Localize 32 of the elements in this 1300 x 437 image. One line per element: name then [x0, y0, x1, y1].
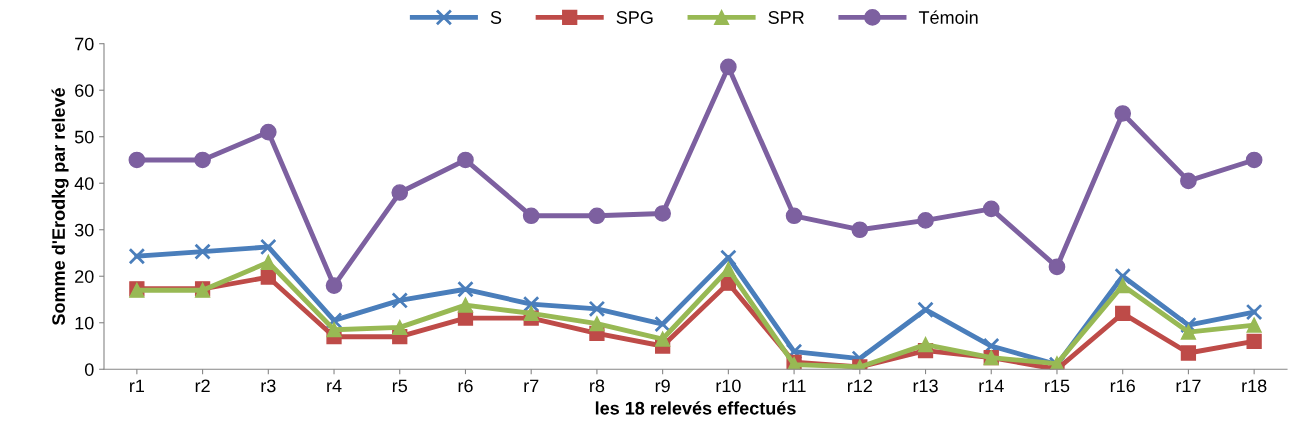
legend-label: SPG — [616, 11, 653, 24]
y-tick-label: 50 — [74, 130, 94, 144]
y-tick-label: 70 — [75, 37, 94, 51]
x-tick-label: r4 — [327, 379, 342, 393]
legend-label: S — [490, 11, 502, 24]
x-tick-label: r2 — [195, 379, 210, 393]
y-tick-label: 10 — [75, 316, 94, 330]
x-tick-label: r11 — [782, 379, 806, 393]
x-tick-label: r17 — [1176, 379, 1201, 393]
x-tick-label: r18 — [1242, 379, 1267, 393]
x-tick-label: r15 — [1045, 379, 1070, 393]
y-tick-label: 30 — [74, 223, 94, 237]
x-tick-label: r5 — [392, 379, 408, 393]
x-tick-label: r7 — [524, 379, 539, 393]
x-tick-label: r10 — [716, 379, 741, 393]
y-axis-title: Somme d'Erodkg par relevé — [51, 88, 69, 326]
x-tick-label: r3 — [261, 379, 276, 393]
x-tick-label: r8 — [590, 379, 605, 393]
x-tick-label: r6 — [458, 379, 473, 393]
y-tick-label: 60 — [75, 84, 94, 97]
y-tick-label: 0 — [84, 363, 94, 376]
x-tick-label: r12 — [847, 379, 872, 393]
x-tick-label: r9 — [655, 379, 670, 393]
y-tick-label: 20 — [75, 270, 94, 283]
x-tick-label: r16 — [1110, 379, 1135, 393]
x-axis-title: les 18 relevés effectués — [595, 401, 796, 415]
y-tick-label: 40 — [74, 177, 94, 190]
x-tick-label: r1 — [130, 379, 145, 393]
legend-label: Témoin — [918, 10, 978, 24]
legend-label: SPR — [768, 11, 804, 24]
x-tick-label: r13 — [913, 379, 938, 393]
x-tick-label: r14 — [979, 379, 1004, 393]
